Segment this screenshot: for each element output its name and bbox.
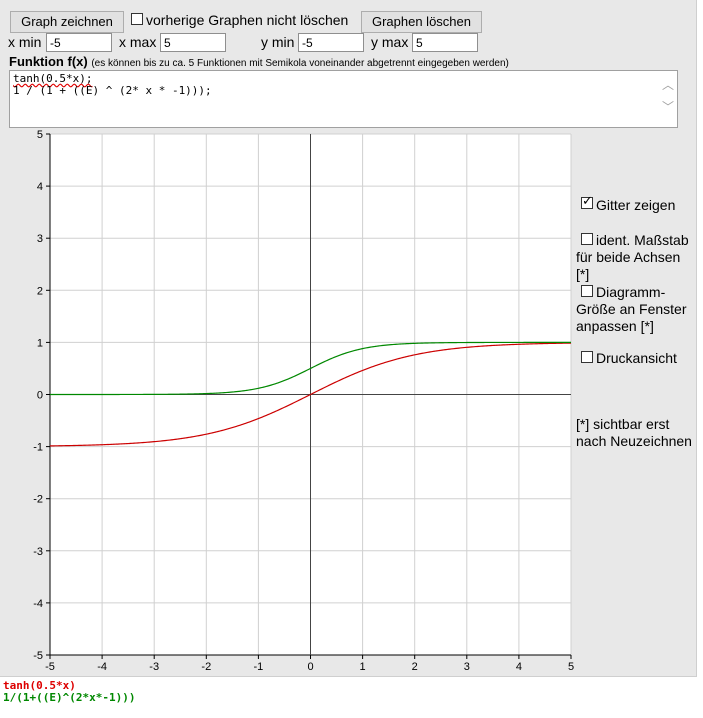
function-line-1: tanh(0.5*x); (13, 72, 93, 85)
grid-label: Gitter zeigen (596, 197, 676, 213)
x-tick-label: 2 (412, 661, 418, 670)
function-textarea[interactable]: tanh(0.5*x); 1 / (1 + ((E) ^ (2* x * -1)… (9, 70, 678, 128)
print-view-label: Druckansicht (596, 350, 677, 366)
y-tick-label: 0 (37, 390, 43, 402)
y-tick-label: 4 (37, 181, 43, 193)
xmin-label: x min (8, 34, 42, 50)
x-tick-label: 5 (568, 661, 574, 670)
x-tick-label: -3 (149, 661, 159, 670)
ymax-input[interactable] (412, 33, 478, 52)
ymin-label: y min (261, 34, 295, 50)
same-scale-label: ident. Maßstab für beide Achsen [*] (576, 232, 696, 283)
scroll-up-icon[interactable]: ︿ (661, 78, 674, 92)
x-tick-label: 1 (360, 661, 366, 670)
draw-graph-button[interactable]: Graph zeichnen (10, 11, 124, 33)
fit-size-checkbox[interactable] (581, 285, 593, 297)
y-tick-label: -5 (33, 650, 43, 662)
redraw-note: [*] sichtbar erst nach Neuzeichnen (576, 416, 692, 450)
y-tick-label: -1 (33, 442, 43, 454)
x-tick-label: 0 (307, 661, 313, 670)
xmin-input[interactable] (46, 33, 112, 52)
same-scale-line-2: für beide Achsen [*] (576, 249, 681, 282)
x-tick-label: -1 (254, 661, 264, 670)
x-tick-label: -5 (45, 661, 55, 670)
x-tick-label: 3 (464, 661, 470, 670)
clear-graphs-button[interactable]: Graphen löschen (361, 11, 482, 33)
same-scale-line-1: ident. Maßstab (596, 232, 689, 248)
function-title: Funktion f(x) (es können bis zu ca. 5 Fu… (9, 54, 509, 69)
xmax-label: x max (119, 34, 157, 50)
function-legend: tanh(0.5*x) 1/(1+((E)^(2*x*-1))) (3, 680, 135, 704)
series-line (49, 342, 572, 447)
series-line (50, 341, 571, 396)
function-hint: (es können bis zu ca. 5 Funktionen mit S… (91, 58, 509, 69)
y-tick-label: 3 (37, 233, 43, 245)
fit-size-line-2: Größe an Fenster (576, 301, 687, 317)
grid-checkbox[interactable] (581, 194, 593, 210)
function-title-text: Funktion f(x) (9, 54, 88, 69)
curves (49, 341, 572, 447)
x-tick-label: -2 (201, 661, 211, 670)
redraw-note-line-1: [*] sichtbar erst (576, 416, 670, 432)
y-tick-label: -2 (33, 494, 43, 506)
same-scale-checkbox[interactable] (581, 233, 593, 245)
y-tick-label: 1 (37, 337, 43, 349)
fit-size-label: Diagramm- Größe an Fenster anpassen [*] (576, 284, 687, 335)
x-tick-label: -4 (97, 661, 107, 670)
print-view-checkbox[interactable] (581, 351, 593, 363)
legend-item-sigmoid: 1/(1+((E)^(2*x*-1))) (3, 691, 136, 704)
legend-item-tanh: tanh(0.5*x) (3, 679, 76, 692)
ticks: -5 -4 -3 -2 -1 0 1 2 3 4 5 5 4 3 2 1 0 -1 -2 -3 -4 -5 (33, 130, 574, 670)
ymin-input[interactable] (298, 33, 364, 52)
function-plot: -5 -4 -3 -2 -1 0 1 2 3 4 5 5 4 3 2 1 0 -1 -2 -3 -4 -5 (33, 130, 574, 670)
keep-graphs-checkbox[interactable] (131, 13, 143, 25)
keep-graphs-label: vorherige Graphen nicht löschen (146, 12, 349, 28)
y-tick-label: -4 (33, 598, 43, 610)
ymax-label: y max (371, 34, 409, 50)
fit-size-line-1: Diagramm- (596, 284, 666, 300)
y-tick-label: -3 (33, 546, 43, 558)
fit-size-line-3: anpassen [*] (576, 318, 654, 334)
control-panel: Graph zeichnen vorherige Graphen nicht l… (0, 0, 697, 677)
scroll-down-icon[interactable]: ﹀ (661, 100, 674, 114)
redraw-note-line-2: nach Neuzeichnen (576, 433, 692, 449)
xmax-input[interactable] (160, 33, 226, 52)
y-tick-label: 2 (37, 285, 43, 297)
function-line-2: 1 / (1 + ((E) ^ (2* x * -1))); (13, 84, 212, 97)
y-tick-label: 5 (37, 130, 43, 141)
x-tick-label: 4 (516, 661, 522, 670)
